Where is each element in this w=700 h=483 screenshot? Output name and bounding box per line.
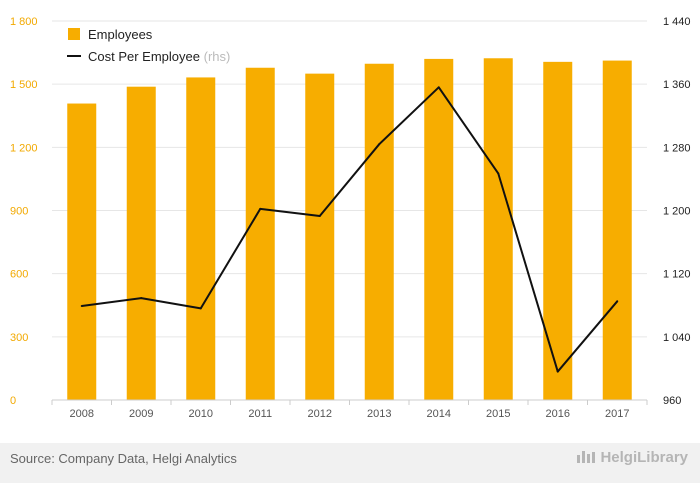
point-cost-per-employee-2011: [259, 207, 262, 210]
legend-label-cost-per-employee: Cost Per Employee (rhs): [88, 49, 230, 64]
bar-employees-2014: [424, 58, 454, 401]
bar-employees-2010: [186, 77, 216, 400]
bar-employees-2011: [245, 67, 275, 400]
brand-logo: HelgiLibrary: [577, 449, 688, 466]
point-cost-per-employee-2014: [437, 86, 440, 89]
right-tick-label: 1 360: [663, 79, 691, 91]
x-tick-label: 2009: [129, 408, 153, 420]
bar-employees-2009: [126, 86, 156, 401]
left-tick-label: 600: [10, 269, 28, 281]
left-tick-label: 1 500: [10, 79, 38, 91]
library-icon: [577, 451, 596, 463]
bar-employees-2015: [483, 58, 513, 400]
right-tick-label: 960: [663, 395, 681, 407]
bar-employees-2013: [364, 63, 394, 401]
right-axis-ticks: 960 1 040 1 120 1 200 1 280 1 360 1 440: [663, 16, 691, 407]
legend-swatch-employees: [68, 28, 80, 40]
right-tick-label: 1 040: [663, 332, 691, 344]
x-axis-ticks: 2008 2009 2010 2011 2012 2013 2014 2015 2016 2017: [70, 408, 630, 420]
left-tick-label: 1 800: [10, 16, 38, 28]
x-tick-label: 2012: [308, 408, 332, 420]
point-cost-per-employee-2010: [199, 307, 202, 310]
x-tick-label: 2015: [486, 408, 510, 420]
right-tick-label: 1 280: [663, 142, 691, 154]
line-cost-per-employee: [81, 86, 619, 373]
axes: [51, 399, 648, 405]
legend: Employees Cost Per Employee (rhs): [67, 27, 230, 64]
bar-employees-2008: [67, 103, 97, 400]
cost-per-employee-line: [80, 86, 619, 373]
bar-employees-2017: [602, 60, 632, 401]
bar-employees-2012: [305, 73, 335, 400]
chart: 0 300 600 900 1 200 1 500 1 800 960 1 040 1 120 1…: [10, 16, 691, 420]
legend-series-name: Cost Per Employee: [88, 49, 200, 64]
left-tick-label: 0: [10, 395, 16, 407]
right-tick-label: 1 120: [663, 269, 691, 281]
x-tick-label: 2008: [70, 408, 94, 420]
left-tick-label: 1 200: [10, 142, 38, 154]
employees-bars: [67, 58, 632, 401]
x-tick-label: 2017: [605, 408, 629, 420]
point-cost-per-employee-2012: [318, 215, 321, 218]
point-cost-per-employee-2017: [616, 300, 619, 303]
footer: Source: Company Data, Helgi Analytics He…: [0, 443, 700, 483]
point-cost-per-employee-2008: [80, 305, 83, 308]
left-tick-label: 900: [10, 206, 28, 218]
x-tick-label: 2013: [367, 408, 391, 420]
point-cost-per-employee-2015: [497, 172, 500, 175]
legend-label-employees: Employees: [88, 27, 153, 42]
bar-employees-2016: [543, 61, 573, 400]
x-tick-label: 2011: [248, 408, 272, 420]
x-tick-label: 2014: [427, 408, 451, 420]
legend-series-note: (rhs): [204, 49, 231, 64]
left-tick-label: 300: [10, 332, 28, 344]
x-tick-label: 2016: [546, 408, 570, 420]
point-cost-per-employee-2009: [140, 297, 143, 300]
x-tick-label: 2010: [189, 408, 213, 420]
source-note: Source: Company Data, Helgi Analytics: [10, 451, 237, 466]
right-tick-label: 1 440: [663, 16, 691, 28]
point-cost-per-employee-2013: [378, 143, 381, 146]
right-tick-label: 1 200: [663, 206, 691, 218]
point-cost-per-employee-2016: [556, 370, 559, 373]
left-axis-ticks: 0 300 600 900 1 200 1 500 1 800: [10, 16, 38, 407]
brand-text: HelgiLibrary: [600, 449, 688, 466]
